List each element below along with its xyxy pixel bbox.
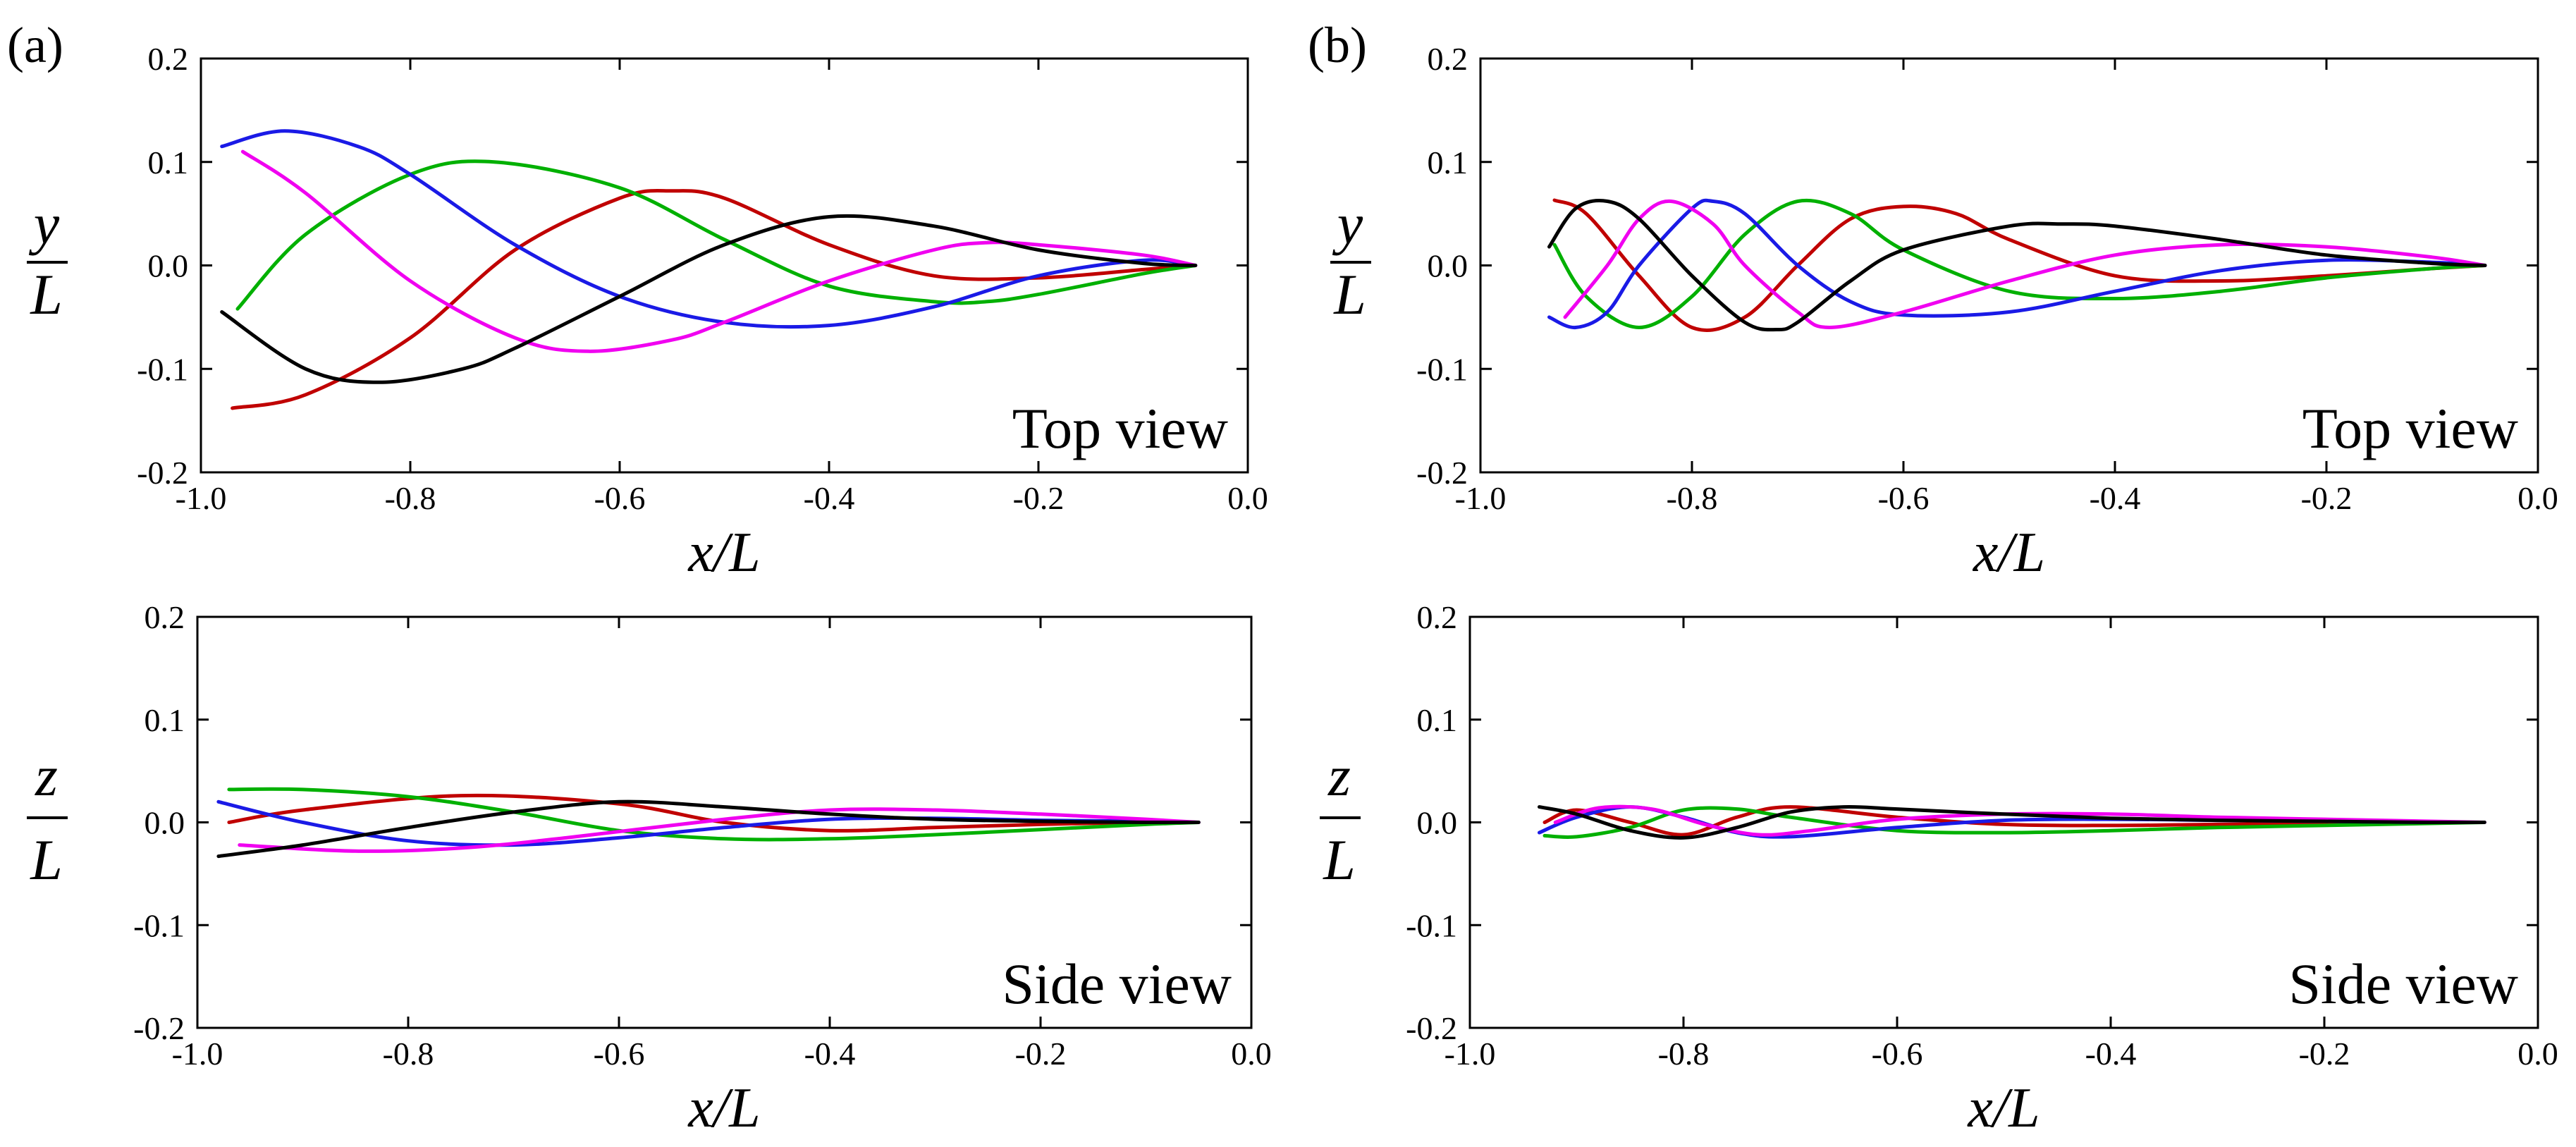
x-tick-label: -0.2 — [2301, 480, 2353, 516]
zlabel-a-side-num: z — [35, 744, 58, 808]
y-tick-label: 0.1 — [1428, 145, 1468, 180]
x-tick-label: -0.2 — [1013, 480, 1065, 516]
x-axis-label-a-top: x/L — [687, 522, 760, 584]
x-axis-label-b-side: x/L — [1967, 1077, 2040, 1139]
x-tick-label: 0.0 — [2517, 480, 2558, 516]
y-tick-label: 0.2 — [1417, 599, 1458, 635]
series-black-a-side — [216, 799, 1201, 859]
x-tick-label: -0.2 — [2299, 1036, 2350, 1072]
x-tick-label: -0.6 — [1872, 1036, 1923, 1072]
ylabel-b-top-num: y — [1332, 192, 1363, 256]
series-green-b-top — [1552, 198, 2487, 329]
y-tick-label: 0.1 — [1417, 702, 1458, 738]
x-tick-label: -0.8 — [383, 1036, 434, 1072]
y-tick-label: -0.2 — [1416, 455, 1468, 491]
y-tick-label: 0.1 — [145, 702, 185, 738]
x-tick-label: -0.2 — [1015, 1036, 1067, 1072]
x-tick-label: -0.6 — [1878, 480, 1930, 516]
y-tick-label: 0.2 — [145, 599, 185, 635]
x-axis-label-b-top: x/L — [1973, 522, 2045, 584]
x-tick-label: -0.4 — [2090, 480, 2141, 516]
x-tick-label: -0.8 — [1658, 1036, 1710, 1072]
ylabel-a-top-den: L — [30, 262, 63, 326]
zlabel-b-side-den: L — [1323, 828, 1356, 892]
ylabel-a-top-num: y — [29, 192, 60, 256]
y-tick-label: 0.0 — [1417, 805, 1458, 841]
y-tick-label: 0.0 — [145, 805, 185, 841]
series-green-b-side — [1542, 806, 2486, 840]
x-tick-label: -0.4 — [2085, 1036, 2137, 1072]
series-red-a-top — [231, 188, 1198, 410]
plot-a-side: -1.0 -0.8 -0.6 -0.4 -0.2 0.0 0.2 0.1 0.0 -0.1 -0.2… — [133, 599, 1272, 1139]
plot-b-side: -1.0 -0.8 -0.6 -0.4 -0.2 0.0 0.2 0.1 0.0 -0.1 -0.2… — [1406, 599, 2558, 1139]
view-label-a-top: Top view — [1012, 396, 1228, 460]
y-tick-label: 0.1 — [148, 145, 189, 180]
x-tick-label: 0.0 — [2517, 1036, 2558, 1072]
x-tick-label: -1.0 — [1455, 480, 1507, 516]
series-black-a-top — [220, 214, 1198, 384]
y-tick-label: -0.1 — [1406, 907, 1457, 943]
y-tick-label: -0.2 — [133, 1010, 185, 1046]
x-tick-label: 0.0 — [1231, 1036, 1272, 1072]
x-tick-label: -0.8 — [1667, 480, 1718, 516]
y-tick-label: -0.2 — [137, 455, 188, 491]
zlabel-b-side-num: z — [1327, 744, 1351, 808]
x-tick-label: -0.6 — [594, 480, 646, 516]
series-magenta-b-top — [1563, 199, 2487, 329]
x-tick-label: -1.0 — [172, 1036, 223, 1072]
x-axis-label-a-side: x/L — [687, 1077, 760, 1139]
ylabel-b-top-den: L — [1333, 262, 1366, 326]
x-tick-label: -0.6 — [594, 1036, 645, 1072]
x-tick-label: -0.8 — [385, 480, 436, 516]
plot-a-top: -1.0 -0.8 -0.6 -0.4 -0.2 0.0 0.2 0.1 0.0 -0.1 -0.2… — [137, 41, 1268, 584]
x-tick-label: -1.0 — [176, 480, 227, 516]
y-tick-label: -0.1 — [1416, 351, 1468, 387]
series-red-b-top — [1552, 198, 2487, 332]
y-tick-label: 0.0 — [148, 248, 189, 284]
plot-b-top: -1.0 -0.8 -0.6 -0.4 -0.2 0.0 0.2 0.1 0.0 -0.1 -0.2… — [1416, 41, 2558, 584]
panel-label-a: (a) — [7, 17, 63, 73]
series-magenta-b-side — [1553, 804, 2486, 837]
y-tick-label: 0.0 — [1428, 248, 1468, 284]
x-tick-label: -0.4 — [804, 1036, 856, 1072]
x-tick-label: -0.4 — [804, 480, 855, 516]
y-tick-label: 0.2 — [1428, 41, 1468, 77]
zlabel-b-side: z L — [1320, 744, 1361, 892]
x-tick-label: 0.0 — [1227, 480, 1268, 516]
zlabel-a-side-den: L — [30, 828, 63, 892]
ylabel-a-top: y L — [27, 192, 68, 326]
y-tick-label: -0.1 — [133, 907, 185, 943]
panel-label-b: (b) — [1308, 17, 1367, 73]
series-blue-a-top — [220, 129, 1198, 329]
series-magenta-a-side — [238, 807, 1201, 853]
series-green-a-side — [227, 787, 1201, 842]
y-tick-label: -0.2 — [1406, 1010, 1457, 1046]
y-tick-label: -0.1 — [137, 351, 188, 387]
ylabel-b-top: y L — [1330, 192, 1371, 326]
y-tick-label: 0.2 — [148, 41, 189, 77]
series-black-b-side — [1538, 804, 2486, 840]
zlabel-a-side: z L — [27, 744, 68, 892]
series-magenta-a-top — [240, 149, 1198, 353]
view-label-b-side: Side view — [2288, 952, 2518, 1016]
view-label-a-side: Side view — [1002, 952, 1232, 1016]
view-label-b-top: Top view — [2302, 396, 2518, 460]
x-tick-label: -1.0 — [1445, 1036, 1496, 1072]
series-green-a-top — [235, 159, 1198, 311]
series-black-b-top — [1547, 199, 2487, 332]
series-blue-b-top — [1547, 198, 2487, 330]
